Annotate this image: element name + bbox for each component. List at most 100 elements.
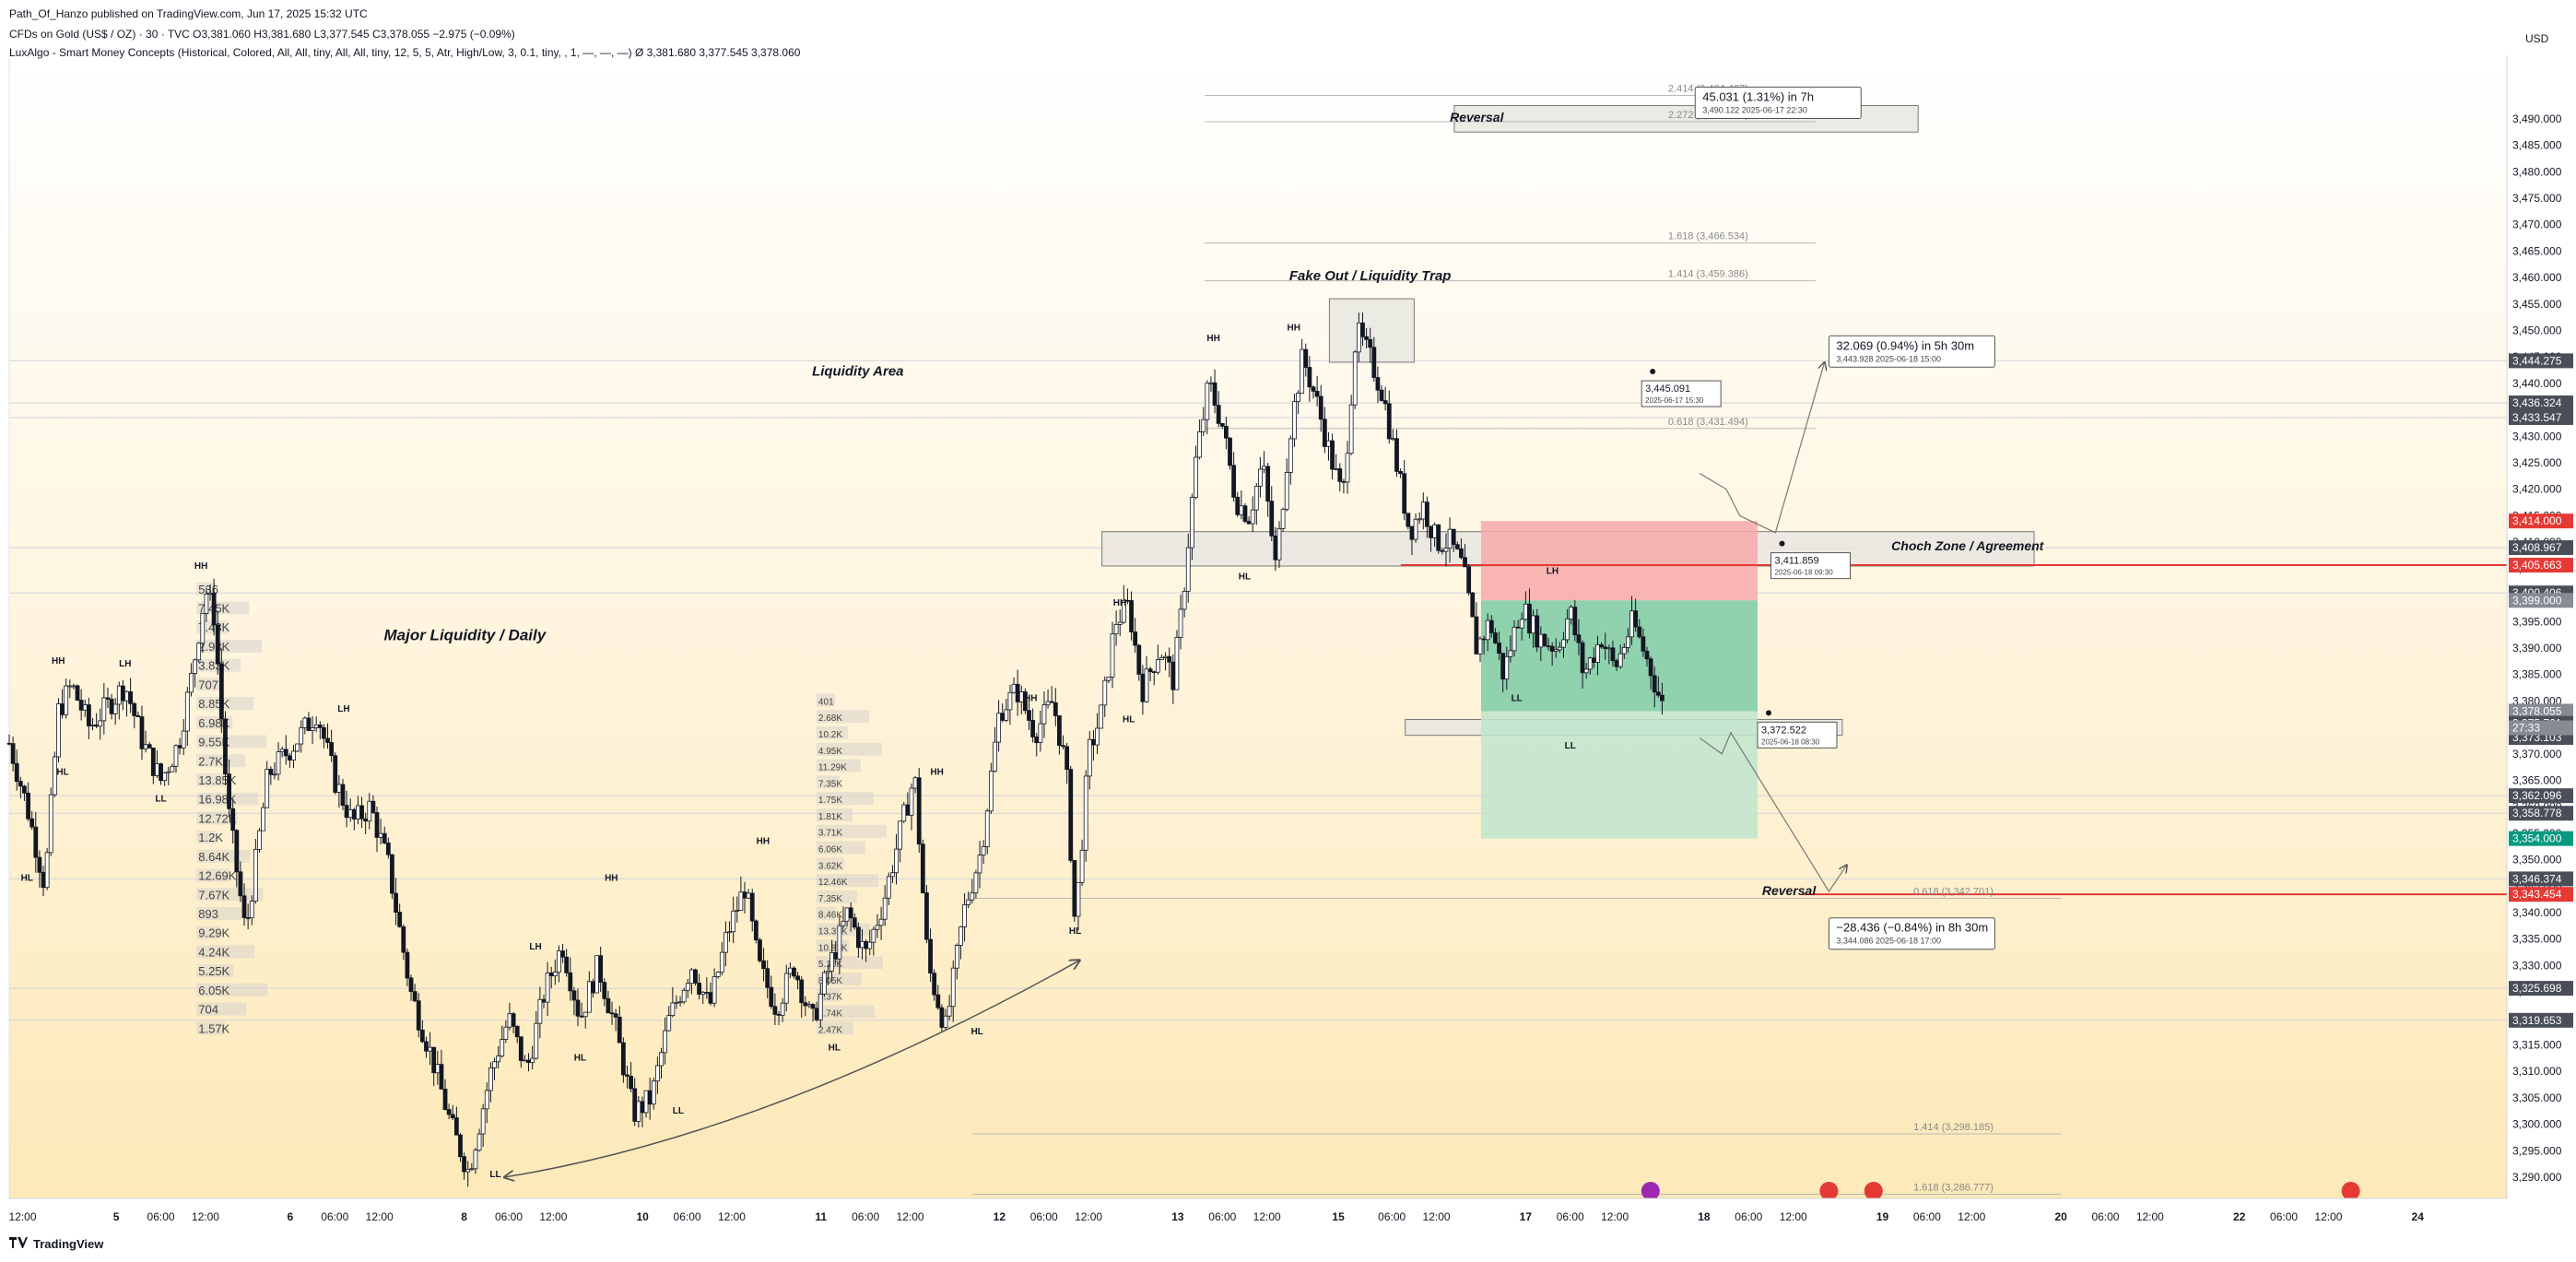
candle-body[interactable] [1223,425,1229,439]
candle-body[interactable] [435,1064,441,1074]
candle-body[interactable] [582,1011,588,1018]
candle-body[interactable] [1057,715,1062,747]
candle-body[interactable] [810,1004,816,1009]
candle-body[interactable] [1250,509,1255,525]
candle-body[interactable] [241,895,247,918]
candle-body[interactable] [458,1134,463,1158]
candle-body[interactable] [101,697,107,722]
candle-body[interactable] [697,983,702,995]
symbol-legend[interactable]: CFDs on Gold (US$ / OZ) · 30 · TVC O3,38… [9,28,515,41]
candle-body[interactable] [279,749,285,752]
candle-body[interactable] [632,1088,638,1122]
candle-body[interactable] [1474,616,1479,655]
candle-body[interactable] [1561,639,1566,648]
candle-body[interactable] [901,804,907,822]
candle-body[interactable] [1262,466,1266,470]
candle-body[interactable] [1136,644,1142,675]
candle-body[interactable] [1273,536,1278,560]
candle-body[interactable] [924,892,929,940]
candle-body[interactable] [727,931,732,934]
candle-body[interactable] [1515,626,1521,629]
candle-body[interactable] [132,702,137,716]
candle-body[interactable] [909,787,914,816]
candle-body[interactable] [1606,647,1612,650]
candle-body[interactable] [518,1036,523,1061]
candle-body[interactable] [1394,438,1399,472]
candle-body[interactable] [1326,440,1331,447]
candle-body[interactable] [1610,647,1616,662]
candle-body[interactable] [829,951,835,972]
candle-body[interactable] [257,830,262,850]
candle-body[interactable] [227,773,231,809]
candle-body[interactable] [453,1117,459,1136]
candle-body[interactable] [424,1041,429,1052]
candle-body[interactable] [693,969,698,984]
projection-path[interactable] [1699,731,1847,893]
candle-body[interactable] [1178,608,1183,638]
candle-body[interactable] [591,981,595,994]
candle-body[interactable] [1641,636,1646,652]
candle-body[interactable] [1095,727,1100,746]
candle-body[interactable] [1155,659,1160,673]
candle-body[interactable] [575,999,581,1017]
candle-body[interactable] [1296,393,1300,403]
candle-body[interactable] [230,808,236,832]
candle-body[interactable] [503,1026,509,1040]
candle-body[interactable] [1235,496,1241,515]
candle-body[interactable] [121,685,125,702]
candle-body[interactable] [666,1015,672,1032]
candle-body[interactable] [735,910,740,912]
candle-body[interactable] [484,1090,489,1110]
candle-body[interactable] [959,926,963,946]
candle-body[interactable] [753,920,759,940]
candle-body[interactable] [215,624,220,665]
price-callout-box[interactable] [1641,380,1722,407]
candle-body[interactable] [1587,657,1593,670]
candle-body[interactable] [378,832,383,838]
candle-body[interactable] [814,1008,819,1020]
price-badge[interactable] [2509,1012,2573,1028]
price-badge[interactable] [2509,593,2573,608]
candle-body[interactable] [617,1017,622,1044]
candle-body[interactable] [712,976,717,1004]
candle-body[interactable] [670,1002,676,1017]
candle-body[interactable] [234,830,240,873]
candle-body[interactable] [1443,548,1449,552]
candle-body[interactable] [1053,702,1058,716]
candle-body[interactable] [912,777,918,789]
candle-body[interactable] [1147,668,1153,673]
candle-body[interactable] [37,856,42,873]
candle-body[interactable] [878,918,884,926]
candle-body[interactable] [1334,468,1339,470]
candle-body[interactable] [1163,655,1168,658]
candle-body[interactable] [488,1067,493,1091]
candle-body[interactable] [500,1039,505,1056]
candle-body[interactable] [60,703,65,715]
candle-body[interactable] [1322,419,1327,447]
candle-body[interactable] [177,745,182,749]
candle-body[interactable] [306,717,312,731]
us-flag-icon[interactable] [2341,1182,2360,1200]
candle-body[interactable] [22,785,27,794]
candle-body[interactable] [1637,626,1642,638]
candle-body[interactable] [351,808,357,820]
candle-body[interactable] [394,892,398,913]
candle-body[interactable] [1500,653,1506,679]
candle-body[interactable] [135,714,141,717]
candle-body[interactable] [1034,737,1040,744]
price-badge[interactable] [2509,395,2573,411]
annotation-text[interactable]: Reversal [1762,883,1817,898]
candle-body[interactable] [530,1057,535,1064]
candle-body[interactable] [276,751,281,775]
candle-body[interactable] [52,756,57,796]
candle-body[interactable] [629,1076,633,1090]
candle-body[interactable] [253,848,258,902]
candle-body[interactable] [523,1059,527,1062]
candle-body[interactable] [749,892,755,922]
candle-body[interactable] [1470,592,1476,618]
candle-body[interactable] [408,977,414,993]
candle-body[interactable] [787,967,793,974]
price-badge[interactable] [2509,353,2573,369]
candle-body[interactable] [1061,745,1065,748]
candle-body[interactable] [560,950,565,958]
